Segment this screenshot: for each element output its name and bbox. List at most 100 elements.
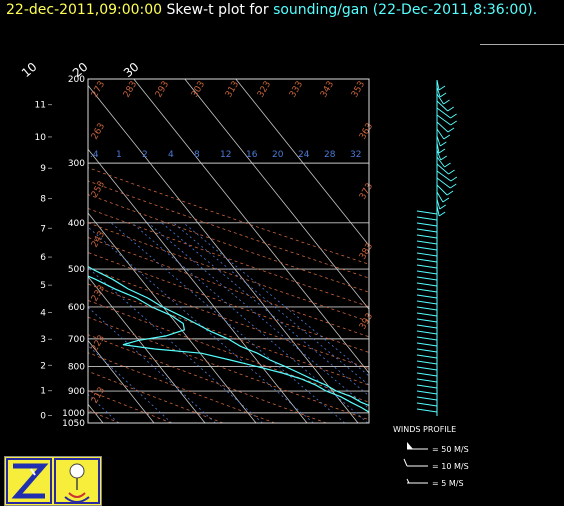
wind-barb [416,360,438,365]
wind-barb [416,264,438,269]
isotherm-line [88,212,257,423]
wind-barb [436,163,449,175]
height-label: 10 [35,133,47,143]
mixing-ratio-line [88,226,314,423]
isotherm-line [88,84,359,423]
isotherm-line [235,79,369,247]
wind-barb [416,408,438,413]
title-text: Skew-t plot for [162,2,274,18]
theta-label: 293 [154,80,171,100]
wind-barb [450,120,457,126]
theta-label: 303 [190,80,207,100]
theta-label: 213 [90,386,107,406]
height-label: 11 [35,101,46,111]
pressure-label: 200 [68,75,85,85]
height-label: 6 [40,253,46,263]
wind-barb [436,79,440,91]
wind-barb [447,106,454,112]
title-underline [480,44,564,45]
wind-barb [436,128,445,140]
height-label: 9 [40,164,46,174]
wind-barb [436,135,441,147]
wind-barb [436,121,449,133]
wind-barb [436,156,445,168]
wind-barb [416,390,438,395]
legend-full-barb [403,458,408,467]
isotherm-line [0,79,1,423]
dry-adiabat-line [88,390,172,423]
sounding-profiles [88,265,369,413]
pressure-label: 500 [68,265,85,275]
wind-barb [416,378,438,383]
wind-barb [416,234,438,239]
dry-adiabat-line [0,79,16,423]
wind-barb [416,288,438,293]
wind-barb [442,197,450,203]
wind-barb [416,384,438,389]
theta-label: 353 [350,80,367,100]
pressure-label: 400 [68,219,85,229]
isotherm-line [184,79,369,310]
mixing-ratio-label: 1 [116,150,122,160]
wind-barb [416,216,438,221]
wind-barb [416,318,438,323]
isotherm-line [88,276,206,423]
wind-barb [448,169,455,175]
mixing-ratio-label: 28 [324,150,336,160]
theta-label: 243 [90,230,107,250]
wind-barb [416,330,438,335]
wind-barb [438,211,446,217]
wind-barb [440,141,447,147]
wind-barb [416,246,438,251]
wind-profile-label: WINDS PROFILE [393,425,456,434]
wind-barb [444,162,451,168]
wind-barb [416,222,438,227]
theta-label: 373 [358,182,375,202]
isotherm-line [133,79,369,374]
mixing-ratio-label: 12 [220,150,231,160]
height-label: 5 [40,281,46,291]
wind-barb [416,210,438,215]
mixing-ratio-line [131,222,369,423]
height-label: 4 [40,309,46,319]
wind-barb [416,402,438,407]
wind-barb [416,276,438,281]
dry-adiabat-line [88,222,369,322]
dry-adiabat-line [88,316,369,421]
wind-barb [436,93,444,105]
mixing-ratio-label: 2 [142,150,148,160]
wind-barb [436,177,451,189]
wind-barb [416,324,438,329]
theta-label: 233 [90,284,107,304]
wind-barb [416,312,438,317]
wind-barb [416,354,438,359]
height-label: 2 [40,361,46,371]
mixing-ratio-line [147,222,369,410]
dry-adiabat-line [88,167,369,265]
mixing-ratio-label: 32 [350,150,361,160]
wind-barb [438,85,446,91]
height-label: 3 [40,335,46,345]
wind-barb [416,306,438,311]
wind-barb [450,113,457,119]
wind-barb [436,149,442,161]
wind-barb [416,258,438,263]
pressure-label: 700 [68,335,85,345]
wind-barb [450,176,458,182]
theta-label: 383 [358,242,375,262]
theta-label: 323 [256,80,273,100]
wind-barb [436,191,444,203]
wind-barb [436,142,440,154]
wind-barb [416,348,438,353]
theta-label: 223 [90,334,107,354]
height-label: 1 [40,387,46,397]
pressure-label: 1050 [62,419,85,429]
axis-labels: 2003004005006007008009001000105011109876… [19,60,375,429]
logo-graphic [6,458,100,504]
isotherm-line [0,79,52,423]
theta-label: 343 [319,80,336,100]
title-source: sounding/gan (22-Dec-2011,8:36:00). [273,2,538,18]
wind-barb [416,342,438,347]
wind-barb [416,252,438,257]
wind-barb [439,204,446,210]
